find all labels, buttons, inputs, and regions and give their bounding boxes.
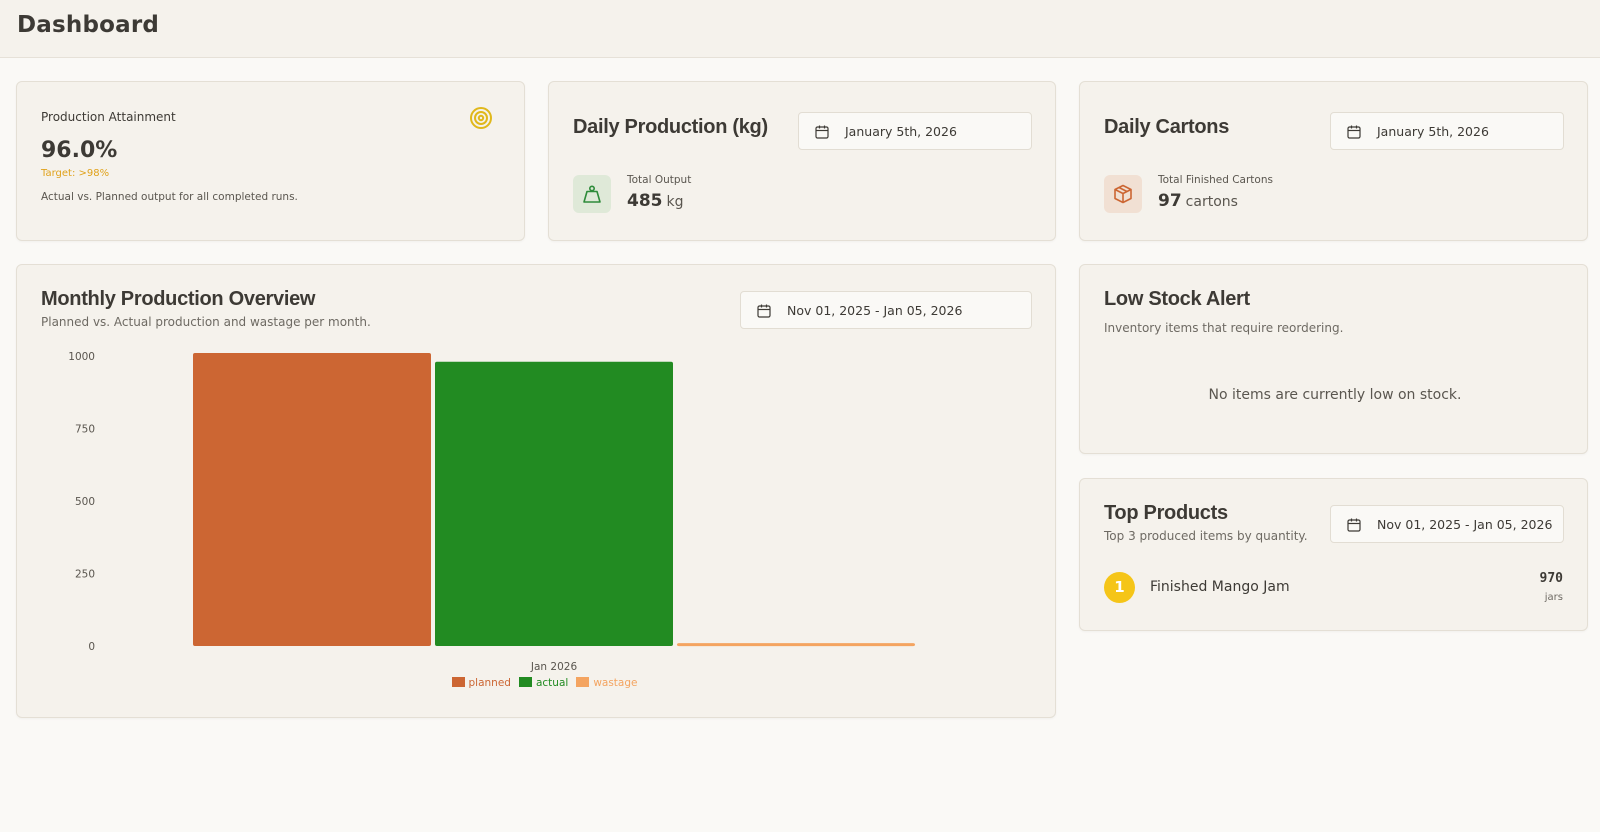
calendar-icon	[1347, 125, 1361, 139]
top-products-subtitle: Top 3 produced items by quantity.	[1104, 529, 1308, 543]
bar-planned[interactable]	[193, 353, 431, 646]
top-products-date-picker[interactable]: Nov 01, 2025 - Jan 05, 2026	[1330, 505, 1564, 543]
page-title: Dashboard	[17, 12, 160, 38]
attainment-label: Production Attainment	[41, 110, 176, 124]
attainment-value: 96.0%	[41, 138, 118, 163]
monthly-overview-subtitle: Planned vs. Actual production and wastag…	[41, 315, 371, 329]
monthly-production-chart: 1000 750 500 250 0 Jan 2026	[68, 351, 915, 673]
top-bar: Dashboard	[0, 0, 1600, 58]
calendar-icon	[1347, 518, 1361, 532]
daily-production-title: Daily Production (kg)	[573, 116, 768, 138]
bar-actual[interactable]	[435, 361, 673, 646]
monthly-overview-card: Monthly Production Overview Planned vs. …	[16, 264, 1056, 718]
legend-swatch	[451, 677, 465, 687]
daily-cartons-stat-value: 97 cartons	[1158, 191, 1238, 211]
daily-cartons-icon-box	[1104, 175, 1142, 213]
top-products-date-range: Nov 01, 2025 - Jan 05, 2026	[1377, 517, 1553, 532]
monthly-overview-date-range: Nov 01, 2025 - Jan 05, 2026	[787, 303, 963, 318]
attainment-description: Actual vs. Planned output for all comple…	[41, 191, 298, 203]
legend-swatch	[576, 677, 590, 687]
low-stock-subtitle: Inventory items that require reordering.	[1104, 321, 1344, 335]
legend-item-wastage[interactable]: wastage	[576, 677, 637, 689]
bar-wastage[interactable]	[677, 643, 915, 647]
legend-label: actual	[535, 677, 569, 689]
y-tick-label: 500	[75, 496, 95, 508]
low-stock-title: Low Stock Alert	[1104, 288, 1250, 310]
legend-item-actual[interactable]: actual	[518, 677, 569, 689]
legend-swatch	[518, 677, 532, 687]
attainment-target: Target: >98%	[41, 168, 110, 179]
product-unit: jars	[1544, 592, 1563, 603]
daily-cartons-stat-label: Total Finished Cartons	[1158, 174, 1273, 186]
legend-label: planned	[468, 677, 511, 689]
daily-production-icon-box	[573, 175, 611, 213]
target-icon	[470, 107, 492, 129]
package-icon	[1114, 184, 1132, 204]
top-products-title: Top Products	[1104, 502, 1228, 524]
y-tick-label: 750	[75, 423, 95, 435]
monthly-overview-date-picker[interactable]: Nov 01, 2025 - Jan 05, 2026	[740, 291, 1032, 329]
monthly-overview-title: Monthly Production Overview	[41, 288, 316, 310]
daily-cartons-title: Daily Cartons	[1104, 116, 1230, 138]
low-stock-card: Low Stock Alert Inventory items that req…	[1079, 264, 1588, 454]
product-name: Finished Mango Jam	[1150, 579, 1290, 595]
attainment-card: Production Attainment 96.0% Target: >98%…	[16, 81, 525, 241]
daily-cartons-card: Daily Cartons January 5th, 2026 Total Fi…	[1079, 81, 1588, 241]
calendar-icon	[815, 125, 829, 139]
top-products-card: Top Products Top 3 produced items by qua…	[1079, 478, 1588, 631]
weight-icon	[583, 185, 601, 203]
x-tick-label: Jan 2026	[530, 661, 578, 673]
y-tick-label: 1000	[68, 351, 95, 363]
daily-production-card: Daily Production (kg) January 5th, 2026 …	[548, 81, 1056, 241]
daily-production-stat-label: Total Output	[627, 174, 692, 186]
calendar-icon	[757, 304, 771, 318]
legend-item-planned[interactable]: planned	[451, 677, 511, 689]
daily-production-stat-unit: kg	[666, 194, 684, 210]
chart-legend: planned actual wastage	[17, 677, 1072, 689]
legend-label: wastage	[593, 677, 638, 689]
daily-production-date-picker[interactable]: January 5th, 2026	[798, 112, 1032, 150]
daily-production-stat-value: 485 kg	[627, 191, 684, 211]
y-tick-label: 0	[88, 641, 95, 653]
low-stock-empty-message: No items are currently low on stock.	[1208, 387, 1462, 403]
product-quantity: 970	[1539, 571, 1563, 586]
rank-badge: 1	[1104, 572, 1135, 603]
daily-cartons-stat-unit: cartons	[1185, 194, 1238, 210]
y-tick-label: 250	[75, 568, 95, 580]
daily-cartons-date: January 5th, 2026	[1377, 124, 1489, 139]
daily-cartons-date-picker[interactable]: January 5th, 2026	[1330, 112, 1564, 150]
daily-production-date: January 5th, 2026	[845, 124, 957, 139]
